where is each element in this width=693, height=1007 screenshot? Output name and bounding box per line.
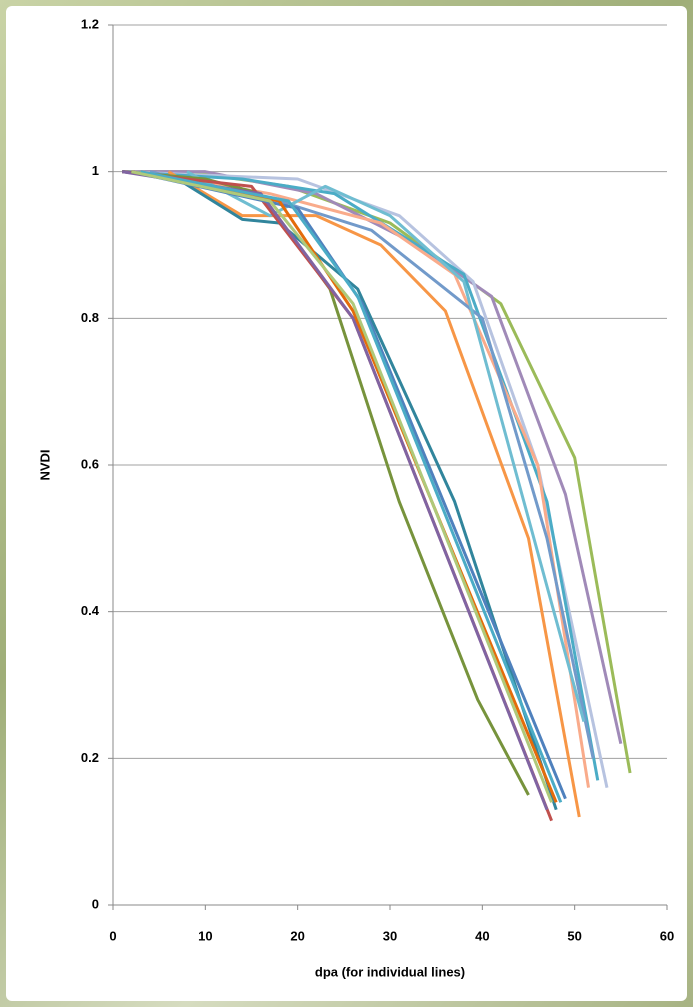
data-line <box>187 172 584 722</box>
y-tick-label: 1 <box>92 163 99 178</box>
x-tick-label: 50 <box>567 928 581 943</box>
data-line <box>122 172 547 810</box>
x-tick-label: 30 <box>383 928 397 943</box>
x-tick-label: 0 <box>109 928 116 943</box>
data-line <box>122 172 598 781</box>
chart: NVDI dpa (for individual lines) 0 0.2 0.4 0… <box>0 0 693 1007</box>
data-line <box>131 172 556 803</box>
x-tick-label: 60 <box>660 928 674 943</box>
data-line <box>122 172 607 788</box>
data-line <box>122 172 621 744</box>
y-tick-label: 0.4 <box>81 603 100 618</box>
data-line <box>131 172 551 803</box>
page: NVDI dpa (for individual lines) 0 0.2 0.4 0… <box>0 0 693 1007</box>
x-tick-label: 10 <box>198 928 212 943</box>
x-tick-label: 20 <box>290 928 304 943</box>
data-line <box>122 172 528 795</box>
y-tick-label: 0.8 <box>81 310 99 325</box>
y-tick-label: 0.2 <box>81 750 99 765</box>
data-line <box>141 172 561 803</box>
x-axis-title: dpa (for individual lines) <box>315 964 465 979</box>
y-tick-label: 1.2 <box>81 16 99 31</box>
x-tick-label: 40 <box>475 928 489 943</box>
data-line <box>141 172 589 788</box>
y-axis-title: NVDI <box>37 449 52 480</box>
data-line <box>131 172 565 799</box>
y-tick-label: 0.6 <box>81 456 99 471</box>
y-tick-label: 0 <box>92 896 99 911</box>
